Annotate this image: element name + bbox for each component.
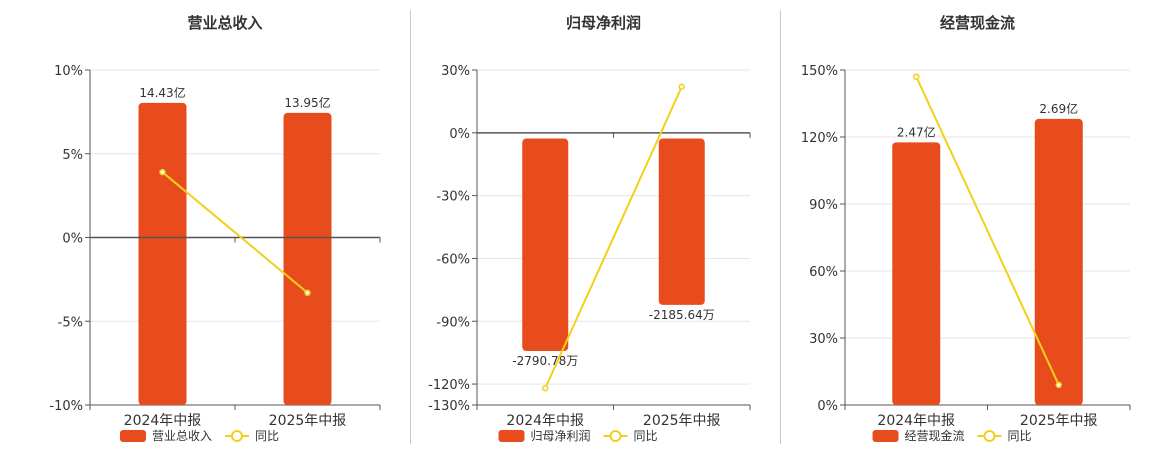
y-tick-label: 0% xyxy=(449,127,470,142)
x-tick-label: 2025年中报 xyxy=(1020,413,1098,429)
x-tick-label: 2025年中报 xyxy=(269,413,347,429)
chart-panel-net-profit: 归母净利润 30% 0% -30% -60% -90% -120% -130% 2024年中报 2… xyxy=(428,14,751,443)
panel-divider xyxy=(410,10,411,444)
line-series xyxy=(161,171,309,294)
y-tick-label: 30% xyxy=(809,332,838,347)
y-tick-label: 90% xyxy=(809,198,838,213)
chart-title: 归母净利润 xyxy=(566,14,641,32)
y-tick-label: -90% xyxy=(436,315,470,330)
bar xyxy=(283,112,332,405)
legend-line-marker xyxy=(983,430,996,442)
line-point xyxy=(913,73,920,80)
chart-panel-operating-cashflow: 经营现金流 150% 120% 90% 60% 30% 0% 2024年中报 2025年中报 2.… xyxy=(801,14,1131,443)
y-tick-label: 10% xyxy=(54,64,83,79)
bar xyxy=(892,142,941,406)
legend-line-label: 同比 xyxy=(1008,429,1032,443)
legend-bar-swatch xyxy=(120,430,146,442)
line-point xyxy=(1055,381,1062,389)
legend-bar-label: 归母净利润 xyxy=(531,429,591,443)
line-series xyxy=(915,76,1060,386)
bar-data-label: 2.47亿 xyxy=(897,124,936,139)
legend-line-marker xyxy=(609,430,622,442)
y-tick-label: -60% xyxy=(436,252,470,267)
bar-data-label: -2185.64万 xyxy=(649,308,715,322)
panel-divider xyxy=(780,10,781,444)
y-tick-label: -5% xyxy=(58,315,83,330)
line-point xyxy=(678,83,685,90)
x-tick-label: 2025年中报 xyxy=(643,413,721,429)
y-tick-label: 5% xyxy=(62,148,83,163)
bar xyxy=(138,102,187,405)
y-tick-label: 150% xyxy=(801,64,838,79)
bar-data-label: 13.95亿 xyxy=(284,95,330,110)
bar-data-label: -2790.78万 xyxy=(512,354,578,368)
x-tick-label: 2024年中报 xyxy=(124,413,202,429)
y-tick-label: 120% xyxy=(801,131,838,146)
y-tick-label: 0% xyxy=(817,399,838,414)
bar xyxy=(522,138,569,352)
y-tick-label: -30% xyxy=(436,190,470,205)
bar xyxy=(1034,118,1083,406)
line-point xyxy=(304,289,311,297)
line-point xyxy=(159,168,166,176)
chart-title: 营业总收入 xyxy=(187,14,262,32)
legend-bar-swatch xyxy=(872,430,899,442)
legend-bar-swatch xyxy=(498,430,525,442)
y-tick-label: 30% xyxy=(441,64,470,79)
x-tick-label: 2024年中报 xyxy=(506,413,584,429)
legend-line-marker xyxy=(231,430,243,442)
legend-bar-label: 营业总收入 xyxy=(152,429,212,443)
y-tick-label: -120% xyxy=(428,378,470,393)
chart-panel-revenue: 营业总收入 10% 5% 0% -5% -10% 2024年中报 2025年中报 14.43亿 1… xyxy=(49,14,381,443)
y-tick-label: -10% xyxy=(49,399,83,414)
line-series xyxy=(544,86,683,389)
bar-data-label: 14.43亿 xyxy=(139,85,185,100)
bar xyxy=(658,138,705,305)
chart-title: 经营现金流 xyxy=(940,14,1015,32)
legend-line-label: 同比 xyxy=(255,429,279,443)
y-tick-label: -130% xyxy=(428,399,470,414)
bar-data-label: 2.69亿 xyxy=(1039,101,1078,116)
y-tick-label: 0% xyxy=(62,232,83,247)
x-tick-label: 2024年中报 xyxy=(877,413,955,429)
legend-line-label: 同比 xyxy=(634,429,658,443)
line-point xyxy=(542,385,549,392)
y-tick-label: 60% xyxy=(809,265,838,280)
legend-bar-label: 经营现金流 xyxy=(905,428,965,443)
